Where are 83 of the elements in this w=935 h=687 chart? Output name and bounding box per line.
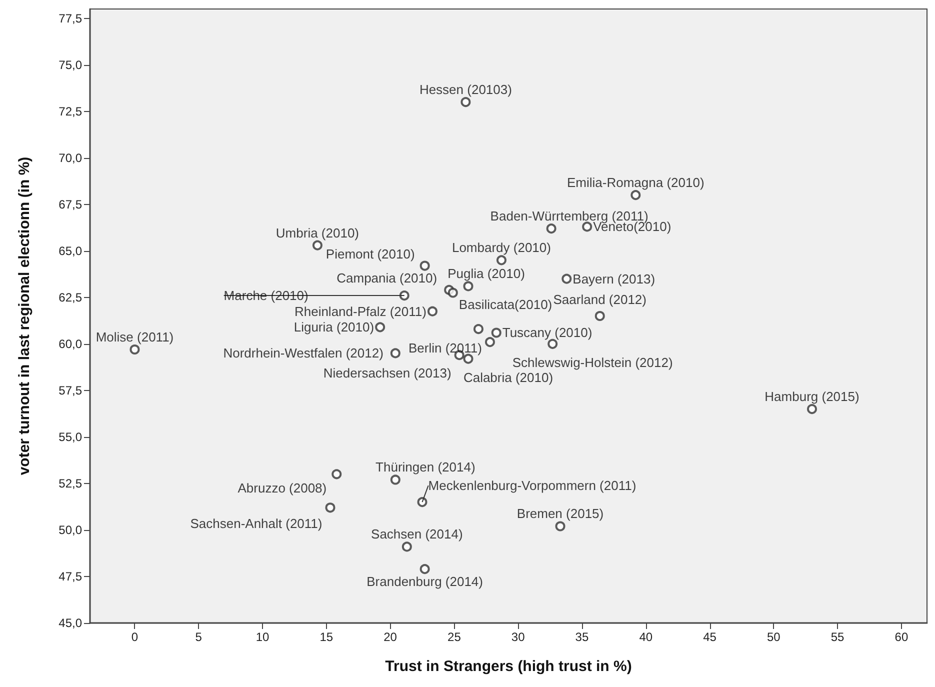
x-tick-label: 55 bbox=[830, 630, 845, 644]
y-tick-label: 65,0 bbox=[58, 244, 82, 258]
annotation: Lombardy (2010) bbox=[452, 240, 551, 256]
x-tick-label: 60 bbox=[894, 630, 908, 644]
point bbox=[594, 311, 605, 321]
annotation: Campania (2010) bbox=[336, 270, 438, 286]
x-tick-label: 40 bbox=[639, 630, 653, 644]
y-tick-label: 60,0 bbox=[58, 336, 82, 351]
point bbox=[448, 288, 458, 298]
y-tick-label: 77,5 bbox=[58, 11, 82, 26]
y-tick-label: 57,5 bbox=[58, 383, 82, 398]
point bbox=[375, 322, 386, 332]
annotation: Liguria (2010) bbox=[294, 320, 374, 335]
y-tick-label: 72,5 bbox=[58, 104, 82, 118]
annotation: Hamburg (2015) bbox=[764, 389, 860, 404]
point bbox=[630, 190, 641, 200]
annotation: Abruzzo (2008) bbox=[238, 480, 327, 496]
annotation: Brandenburg (2014) bbox=[366, 574, 483, 590]
annotation: Umbria (2010) bbox=[276, 225, 360, 240]
annotation: Niedersachsen (2013) bbox=[323, 366, 452, 381]
point bbox=[390, 348, 400, 358]
point bbox=[390, 474, 400, 485]
y-axis-title: voter turnout in last regional electionn (in %) bbox=[16, 156, 33, 476]
x-tick-label: 30 bbox=[511, 630, 526, 644]
point bbox=[130, 344, 140, 354]
annotation: Sachsen (2014) bbox=[371, 526, 463, 542]
point bbox=[420, 260, 430, 271]
annotation: Hessen (20103) bbox=[419, 82, 512, 98]
point bbox=[417, 497, 428, 508]
x-tick-label: 10 bbox=[256, 630, 270, 644]
point bbox=[402, 542, 412, 552]
point bbox=[427, 306, 438, 316]
y-tick-label: 55,0 bbox=[58, 430, 82, 444]
annotation: Nordrhein-Westfalen (2012) bbox=[223, 346, 384, 361]
point bbox=[420, 564, 430, 574]
point bbox=[325, 502, 336, 513]
point bbox=[491, 328, 502, 338]
annotation: Piemont (2010) bbox=[326, 246, 415, 262]
x-tick-label: 45 bbox=[703, 630, 717, 644]
annotation: Basilicata(2010) bbox=[458, 297, 552, 312]
y-tick-label: 52,5 bbox=[58, 476, 82, 490]
annotation: Emilia-Romagna (2010) bbox=[567, 175, 704, 190]
x-tick-label: 0 bbox=[131, 630, 138, 644]
point bbox=[473, 324, 484, 334]
point bbox=[463, 281, 474, 292]
annotation: Saarland (2012) bbox=[553, 292, 646, 307]
x-tick-label: 50 bbox=[766, 630, 781, 644]
annotation: Bremen (2015) bbox=[516, 506, 604, 522]
y-tick-label: 67,5 bbox=[58, 197, 82, 212]
y-tick-label: 47,5 bbox=[58, 569, 82, 584]
annotation: Thüringen (2014) bbox=[376, 460, 476, 475]
point bbox=[496, 255, 506, 266]
y-tick-label: 50,0 bbox=[58, 522, 82, 537]
y-tick-label: 70,0 bbox=[58, 150, 82, 165]
x-tick-label: 15 bbox=[320, 630, 334, 644]
annotation: Calabria (2010) bbox=[463, 370, 554, 385]
point bbox=[546, 224, 556, 234]
y-tick-label: 75,0 bbox=[58, 58, 82, 72]
point bbox=[460, 97, 471, 108]
annotation: Bayern (2013) bbox=[572, 271, 656, 286]
x-tick-label: 35 bbox=[575, 630, 589, 644]
point bbox=[555, 521, 566, 532]
annotation: Meckenlenburg-Vorpommern (2011) bbox=[428, 478, 636, 494]
annotation: Schlewswig-Holstein (2012) bbox=[512, 354, 673, 370]
x-tick-label: 25 bbox=[448, 630, 462, 644]
point bbox=[548, 338, 558, 349]
point bbox=[312, 240, 322, 250]
x-axis-title: Trust in Strangers (high trust in %) bbox=[385, 658, 632, 675]
point bbox=[399, 290, 410, 301]
y-tick-label: 45,0 bbox=[58, 616, 82, 630]
point bbox=[484, 337, 495, 348]
point bbox=[562, 274, 572, 284]
point bbox=[332, 469, 342, 480]
annotation: Rheinland-Pfalz (2011) bbox=[294, 304, 426, 319]
annotation: Puglia (2010) bbox=[448, 266, 525, 282]
annotation: Tuscany (2010) bbox=[502, 325, 592, 340]
x-tick-label: 5 bbox=[195, 630, 202, 644]
x-tick-label: 20 bbox=[384, 630, 398, 644]
y-tick-label: 62,5 bbox=[58, 290, 82, 304]
annotation: Molise (2011) bbox=[96, 329, 174, 344]
annotation: Berlin (2011) bbox=[408, 340, 482, 356]
annotation: Sachsen-Anhalt (2011) bbox=[190, 516, 322, 532]
point bbox=[807, 404, 817, 414]
